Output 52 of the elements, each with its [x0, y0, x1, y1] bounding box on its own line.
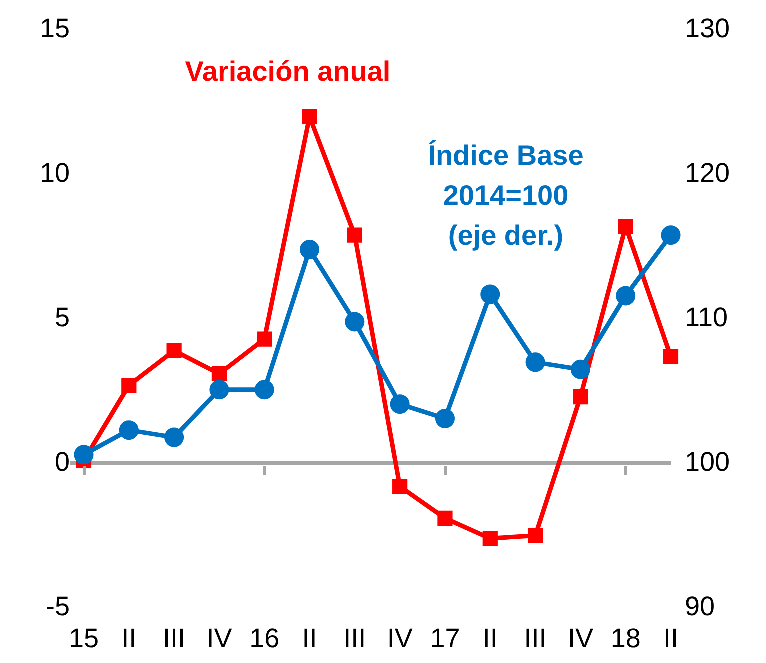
point — [618, 219, 634, 234]
x-tick-label: IV — [568, 624, 594, 654]
point — [480, 284, 500, 304]
x-tick-label: II — [482, 624, 498, 654]
x-tick-label: 16 — [250, 624, 280, 654]
series-label: Variación anual — [184, 55, 392, 89]
point — [528, 528, 544, 544]
point — [570, 360, 590, 380]
point — [164, 428, 184, 448]
x-tick-label: III — [344, 624, 366, 654]
point — [210, 380, 230, 400]
y-tick-label: 10 — [40, 158, 70, 188]
point — [392, 479, 408, 494]
x-tick-label: II — [302, 624, 318, 654]
point — [661, 226, 681, 246]
point — [122, 378, 137, 394]
point — [257, 332, 272, 347]
point — [302, 109, 318, 124]
x-tick-label: 18 — [610, 624, 641, 654]
x-tick-label: IV — [387, 624, 413, 654]
point — [74, 445, 94, 465]
y-tick-label: -5 — [46, 591, 70, 622]
point — [616, 286, 636, 306]
y2-tick-label: 90 — [685, 591, 716, 622]
point — [345, 312, 365, 332]
y-tick-label: 15 — [40, 14, 70, 44]
x-tick-label: III — [163, 624, 186, 654]
series-label: Índice Base 2014=100 (eje der.) — [427, 139, 585, 253]
point — [435, 409, 455, 429]
point — [526, 352, 546, 372]
y-tick-label: 5 — [54, 302, 70, 333]
point — [347, 228, 362, 243]
point — [663, 349, 679, 364]
y2-tick-label: 120 — [685, 158, 730, 188]
point — [573, 390, 588, 405]
point — [482, 531, 498, 546]
point — [166, 343, 182, 358]
point — [254, 380, 274, 400]
x-tick-label: III — [524, 624, 547, 654]
x-tick-label: II — [663, 624, 679, 654]
y2-tick-label: 100 — [685, 447, 730, 478]
point — [212, 366, 228, 382]
y-tick-label: 0 — [54, 447, 70, 478]
point — [390, 394, 410, 414]
x-tick-label: 17 — [430, 624, 460, 654]
y2-tick-label: 110 — [685, 302, 728, 333]
x-tick-label: IV — [206, 624, 232, 654]
x-tick-label: II — [122, 624, 137, 654]
point — [119, 420, 139, 440]
y2-tick-label: 130 — [685, 14, 730, 44]
point — [300, 240, 320, 260]
point — [438, 510, 453, 526]
